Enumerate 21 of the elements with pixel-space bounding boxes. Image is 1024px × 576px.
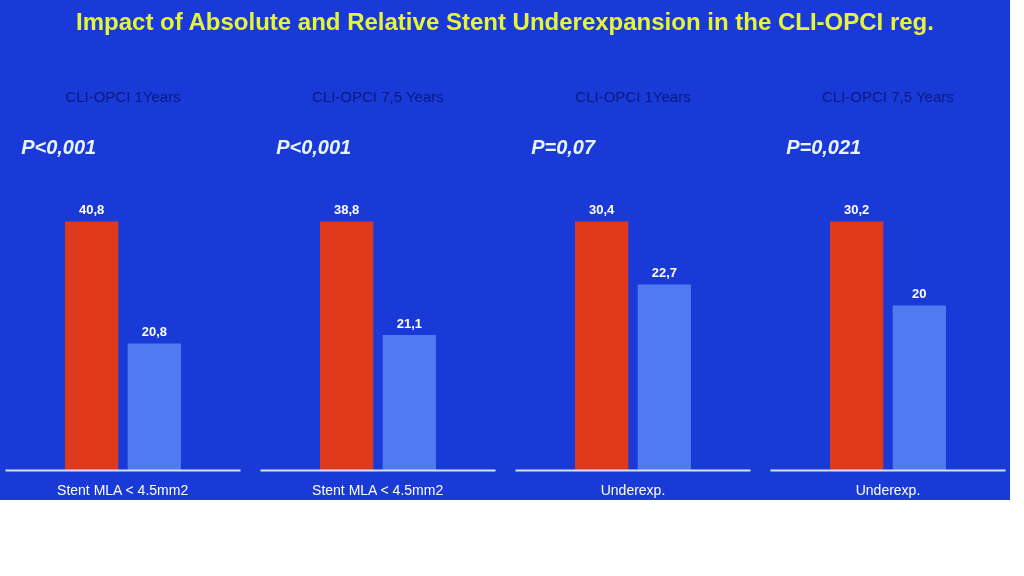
- chart-subtitle: CLI-OPCI 7,5 Years: [312, 87, 444, 105]
- data-label: 21,1: [396, 315, 422, 331]
- text: P=0,07: [531, 135, 596, 158]
- data-label: 20,8: [141, 324, 167, 340]
- x-tick-label: Underexp.: [600, 481, 666, 498]
- text: Impact of Absolute and Relative Stent Underexpansion in the CLI-OPCI reg.: [76, 7, 934, 37]
- text: P<0,001: [21, 135, 97, 158]
- chart-subtitle: CLI-OPCI 1Years: [65, 87, 181, 105]
- text: P<0,001: [276, 135, 352, 158]
- data-label: 40,8: [79, 202, 105, 218]
- data-label: 30,4: [589, 202, 616, 218]
- x-tick-label: Underexp.: [855, 481, 921, 498]
- data-label: 38,8: [334, 202, 360, 218]
- chart-subtitle: CLI-OPCI 7,5 Years: [822, 87, 954, 105]
- x-tick-label: Stent MLA < 4.5mm2: [57, 481, 189, 498]
- data-label: 20: [912, 286, 927, 302]
- data-label: 22,7: [651, 265, 677, 281]
- chart-subtitle: CLI-OPCI 1Years: [575, 87, 691, 105]
- x-tick-label: Stent MLA < 4.5mm2: [312, 481, 444, 498]
- data-label: 30,2: [844, 202, 870, 218]
- text: P=0,021: [786, 135, 862, 158]
